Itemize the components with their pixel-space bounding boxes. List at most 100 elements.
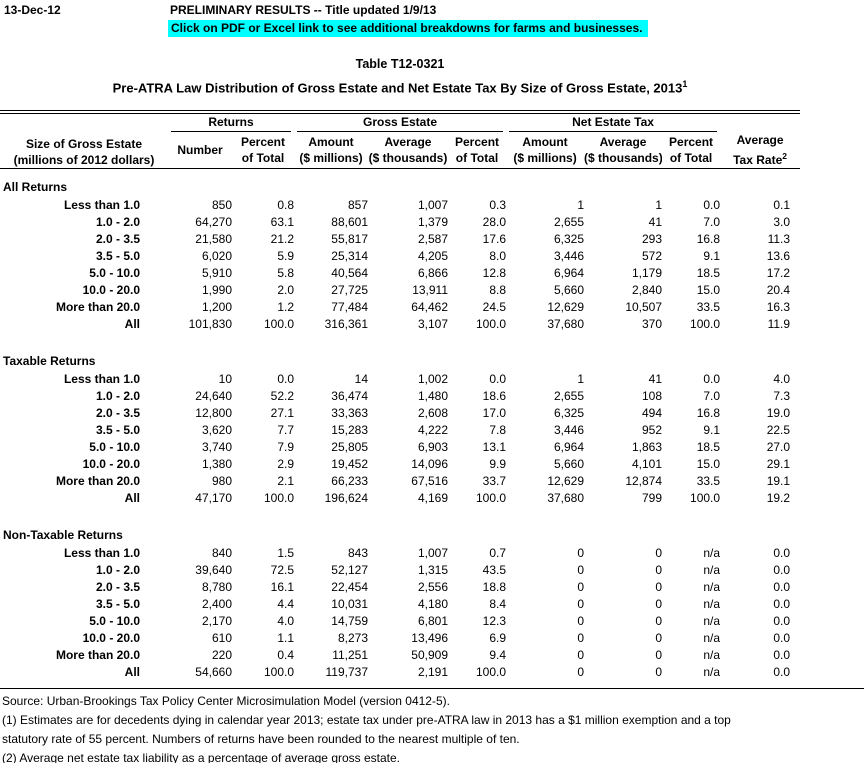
cell-net-average: 0	[655, 545, 663, 560]
cell-returns-number: 12,800	[195, 405, 232, 420]
cell-net-amount: 6,325	[554, 231, 585, 246]
cell-returns-number: 10	[218, 371, 232, 386]
cell-avg-tax-rate: 19.0	[766, 405, 791, 420]
cell-avg-tax-rate: 0.0	[773, 647, 791, 662]
table-row: 1.0 - 2.0 24,640 52.2 36,474 1,480 18.6 2,655 1…	[0, 387, 800, 404]
cell-net-percent: n/a	[703, 647, 721, 662]
cell-returns-number: 2,170	[201, 613, 232, 628]
cell-gross-amount: 857	[347, 197, 368, 212]
cell-net-amount: 6,325	[554, 405, 585, 420]
cell-avg-tax-rate: 0.1	[773, 197, 791, 212]
table-row: More than 20.0 1,200 1.2 77,484 64,462 24.5 12…	[0, 298, 800, 315]
cell-net-average: 370	[642, 316, 663, 331]
cell-gross-percent: 8.0	[489, 248, 507, 263]
table-row: 1.0 - 2.0 39,640 72.5 52,127 1,315 43.5 0 0 n/a 0…	[0, 561, 800, 578]
cell-gross-amount: 11,251	[332, 647, 368, 662]
cell-gross-amount: 33,363	[331, 405, 368, 420]
cell-gross-percent: 9.9	[489, 456, 507, 471]
cell-gross-percent: 7.8	[489, 422, 507, 437]
group-header-net-estate-tax: Net Estate Tax	[506, 114, 720, 133]
cell-gross-amount: 55,817	[331, 231, 368, 246]
cell-net-percent: 100.0	[690, 316, 721, 331]
col-header-gross-average: Average ($ thousands)	[368, 132, 448, 170]
col-header-net-amount: Amount ($ millions)	[506, 132, 585, 170]
cell-net-average: 0	[655, 579, 663, 594]
cell-net-amount: 2,655	[554, 214, 585, 229]
row-label: Less than 1.0	[63, 197, 140, 212]
cell-returns-number: 54,660	[195, 664, 232, 679]
cell-gross-average: 14,096	[411, 456, 448, 471]
cell-returns-number: 1,990	[201, 282, 232, 297]
table-row: 3.5 - 5.0 6,020 5.9 25,314 4,205 8.0 3,446 572 9…	[0, 247, 800, 264]
cell-net-amount: 0	[577, 613, 585, 628]
cell-net-average: 0	[655, 664, 663, 679]
cell-gross-percent: 0.3	[489, 197, 507, 212]
table-row: 3.5 - 5.0 2,400 4.4 10,031 4,180 8.4 0 0 n/a 0.0	[0, 595, 800, 612]
cell-returns-percent: 100.0	[263, 490, 294, 505]
table-row: 5.0 - 10.0 2,170 4.0 14,759 6,801 12.3 0 0 n/a 0.…	[0, 612, 800, 629]
cell-returns-number: 64,270	[195, 214, 232, 229]
table-row: 2.0 - 3.5 8,780 16.1 22,454 2,556 18.8 0 0 n/a 0.…	[0, 578, 800, 595]
cell-returns-percent: 100.0	[263, 664, 294, 679]
cell-net-amount: 0	[577, 647, 585, 662]
row-label: 1.0 - 2.0	[95, 214, 140, 229]
table-row: Less than 1.0 840 1.5 843 1,007 0.7 0 0 n/a 0.0	[0, 544, 800, 561]
cell-gross-amount: 22,454	[331, 579, 368, 594]
cell-avg-tax-rate: 0.0	[773, 664, 791, 679]
cell-returns-number: 24,640	[195, 388, 232, 403]
cell-gross-amount: 66,233	[331, 473, 368, 488]
cell-net-average: 2,840	[632, 282, 663, 297]
cell-returns-percent: 100.0	[263, 316, 294, 331]
cell-net-percent: n/a	[703, 596, 721, 611]
highlight-note: Click on PDF or Excel link to see additi…	[168, 20, 649, 37]
avg-rate-footnote-marker: 2	[782, 151, 787, 162]
cell-net-percent: 33.5	[696, 299, 721, 314]
cell-gross-average: 1,379	[417, 214, 448, 229]
table-row: All 101,830 100.0 316,361 3,107 100.0 37,680 37…	[0, 315, 800, 332]
cell-gross-percent: 43.5	[482, 562, 507, 577]
cell-gross-percent: 17.6	[482, 231, 507, 246]
cell-net-amount: 0	[577, 596, 585, 611]
cell-net-average: 1,179	[632, 265, 663, 280]
cell-gross-amount: 10,031	[331, 596, 368, 611]
cell-gross-percent: 9.4	[489, 647, 507, 662]
cell-gross-percent: 12.8	[482, 265, 507, 280]
cell-gross-amount: 14,759	[331, 613, 368, 628]
cell-gross-average: 4,180	[417, 596, 448, 611]
table-row: 10.0 - 20.0 1,380 2.9 19,452 14,096 9.9 5,660 4…	[0, 455, 800, 472]
section-header-row: Taxable Returns	[0, 352, 800, 370]
section-header: All Returns	[3, 180, 68, 195]
table-body: All Returns Less than 1.0 850 0.8 857 1,007 0.…	[0, 169, 800, 681]
table-row: 2.0 - 3.5 12,800 27.1 33,363 2,608 17.0 6,325 4…	[0, 404, 800, 421]
cell-gross-average: 1,007	[417, 545, 448, 560]
spacer-row	[0, 506, 800, 526]
cell-gross-average: 1,002	[417, 371, 448, 386]
row-label: 5.0 - 10.0	[89, 265, 140, 280]
cell-returns-percent: 4.0	[277, 613, 294, 628]
table-row: All 47,170 100.0 196,624 4,169 100.0 37,680 799…	[0, 489, 800, 506]
row-label: 3.5 - 5.0	[95, 422, 140, 437]
table-row: All 54,660 100.0 119,737 2,191 100.0 0 0 n/a 0.0	[0, 663, 800, 680]
page-title: Pre-ATRA Law Distribution of Gross Estat…	[0, 79, 800, 95]
cell-net-amount: 6,964	[554, 265, 585, 280]
cell-gross-amount: 119,737	[325, 664, 369, 679]
cell-returns-number: 1,380	[201, 456, 232, 471]
cell-gross-percent: 0.7	[489, 545, 507, 560]
cell-avg-tax-rate: 20.4	[766, 282, 791, 297]
cell-gross-average: 1,480	[417, 388, 448, 403]
cell-avg-tax-rate: 13.6	[766, 248, 791, 263]
cell-returns-percent: 72.5	[270, 562, 294, 577]
title-block: Table T12-0321 Pre-ATRA Law Distribution…	[0, 57, 800, 95]
cell-returns-percent: 1.5	[277, 545, 294, 560]
cell-net-average: 572	[642, 248, 663, 263]
cell-net-percent: 15.0	[696, 456, 721, 471]
cell-net-percent: 0.0	[703, 371, 721, 386]
footnote-2: (2) Average net estate tax liability as …	[2, 751, 401, 763]
row-label: All	[124, 490, 140, 505]
cell-net-percent: 18.5	[696, 439, 721, 454]
cell-avg-tax-rate: 22.5	[766, 422, 791, 437]
col-header-gross-amount: Amount ($ millions)	[294, 132, 368, 170]
cell-returns-number: 5,910	[201, 265, 232, 280]
cell-net-percent: n/a	[703, 613, 721, 628]
